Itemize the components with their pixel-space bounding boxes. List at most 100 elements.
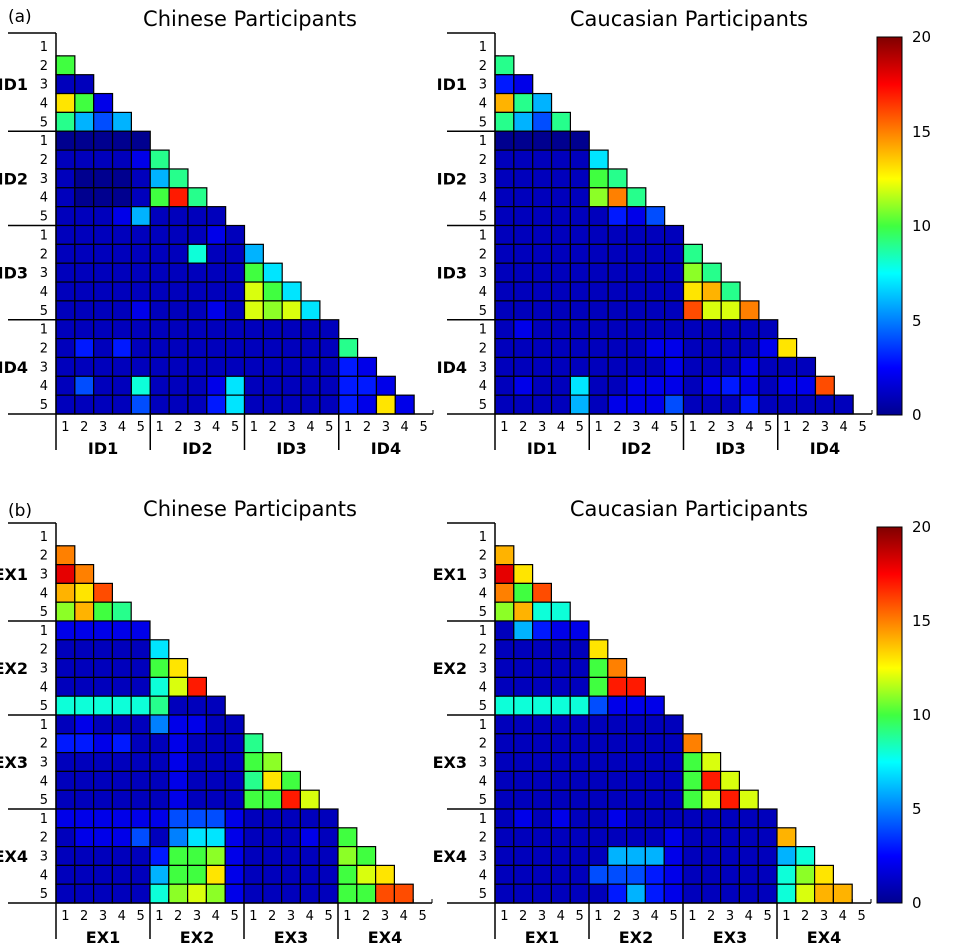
heatmap-cell-19-8 bbox=[626, 375, 647, 396]
y-tick-label: 1 bbox=[479, 530, 487, 545]
heatmap-cell-20-8 bbox=[187, 883, 208, 904]
y-tick-label: 4 bbox=[479, 680, 487, 695]
heatmap-cell-20-1 bbox=[494, 394, 515, 415]
heatmap-cell-6-3 bbox=[93, 130, 114, 151]
heatmap-cell-6-1 bbox=[55, 620, 76, 641]
heatmap-cell-15-4 bbox=[111, 300, 133, 321]
x-group-label: ID2 bbox=[621, 439, 651, 458]
heatmap-cell-12-11 bbox=[682, 733, 703, 754]
heatmap-cell-13-11 bbox=[682, 262, 703, 283]
heatmap-cell-8-6 bbox=[149, 168, 170, 189]
x-group-label: EX2 bbox=[619, 928, 653, 947]
heatmap-cell-15-14 bbox=[299, 789, 320, 810]
heatmap-cell-20-13 bbox=[719, 883, 740, 904]
heatmap-cell-11-10 bbox=[663, 714, 684, 735]
heatmap-cell-17-12 bbox=[262, 827, 283, 848]
heatmap-cell-12-4 bbox=[111, 243, 133, 264]
heatmap-cell-5-1 bbox=[494, 601, 515, 622]
heatmap-cell-11-10 bbox=[224, 714, 245, 735]
heatmap-cell-17-7 bbox=[168, 338, 189, 359]
heatmap-cell-11-5 bbox=[130, 714, 151, 735]
heatmap-cell-10-1 bbox=[494, 695, 515, 716]
heatmap-cell-14-12 bbox=[701, 770, 722, 791]
heatmap-cell-20-5 bbox=[130, 394, 151, 415]
heatmap-cell-19-2 bbox=[513, 864, 534, 885]
heatmap-cell-20-5 bbox=[130, 883, 151, 904]
heatmap-cell-18-8 bbox=[187, 356, 208, 377]
heatmap-cell-18-4 bbox=[111, 356, 133, 377]
heatmap-cell-19-18 bbox=[375, 375, 396, 396]
heatmap-cell-17-14 bbox=[299, 827, 320, 848]
heatmap-cell-20-14 bbox=[299, 883, 320, 904]
heatmap-cell-13-4 bbox=[111, 751, 132, 772]
heatmap-cell-17-2 bbox=[74, 338, 95, 359]
heatmap-cell-19-14 bbox=[738, 864, 759, 885]
heatmap-cell-17-6 bbox=[149, 827, 170, 848]
heatmap-cell-14-7 bbox=[168, 770, 189, 791]
heatmap-cell-18-5 bbox=[569, 845, 590, 866]
heatmap-cell-20-18 bbox=[375, 883, 396, 904]
heatmap-cell-20-7 bbox=[168, 394, 189, 415]
x-tick-label: 1 bbox=[61, 909, 69, 924]
y-group-label: ID2 bbox=[0, 169, 28, 188]
heatmap-cell-13-5 bbox=[130, 262, 151, 283]
y-tick-label: 5 bbox=[40, 605, 48, 620]
heatmap-cell-15-8 bbox=[187, 789, 208, 810]
heatmap-cell-18-1 bbox=[55, 845, 76, 866]
heatmap-cell-19-15 bbox=[757, 864, 778, 885]
heatmap-cell-12-9 bbox=[205, 733, 226, 754]
heatmap-cell-19-9 bbox=[644, 864, 665, 885]
heatmap-cell-15-1 bbox=[55, 300, 76, 321]
heatmap-cell-9-8 bbox=[625, 676, 646, 697]
x-tick-label: 4 bbox=[118, 420, 126, 435]
heatmap-cell-16-5 bbox=[569, 808, 590, 829]
y-tick-label: 2 bbox=[40, 342, 48, 357]
heatmap-cell-3-2 bbox=[74, 563, 95, 584]
heatmap-cell-17-2 bbox=[513, 338, 534, 359]
heatmap-cell-19-15 bbox=[318, 864, 339, 885]
heatmap-cell-19-3 bbox=[92, 864, 113, 885]
heatmap-cell-18-13 bbox=[720, 356, 741, 377]
heatmap-cell-7-2 bbox=[74, 149, 95, 170]
heatmap-cell-5-1 bbox=[55, 111, 76, 132]
heatmap-cell-19-14 bbox=[300, 375, 321, 396]
x-tick-label: 5 bbox=[418, 909, 426, 924]
x-tick-label: 2 bbox=[707, 909, 715, 924]
heatmap-cell-5-4 bbox=[550, 111, 571, 132]
x-tick-label: 2 bbox=[174, 420, 182, 435]
heatmap-cell-17-16 bbox=[337, 827, 358, 848]
heatmap-cell-17-14 bbox=[738, 827, 759, 848]
y-tick-label: 3 bbox=[479, 78, 487, 93]
heatmap-cell-18-7 bbox=[168, 845, 189, 866]
x-tick-label: 3 bbox=[821, 420, 829, 435]
heatmap-cell-10-8 bbox=[626, 206, 647, 227]
heatmap-cell-19-12 bbox=[701, 864, 722, 885]
y-group-label: ID4 bbox=[437, 358, 467, 377]
heatmap-cell-18-3 bbox=[92, 845, 113, 866]
heatmap-cell-20-15 bbox=[319, 394, 340, 415]
heatmap-cell-14-8 bbox=[626, 281, 647, 302]
heatmap-cell-14-9 bbox=[206, 281, 227, 302]
x-tick-label: 5 bbox=[325, 420, 333, 435]
heatmap-cell-12-5 bbox=[130, 243, 151, 264]
heatmap-cell-10-2 bbox=[74, 206, 95, 227]
heatmap-cell-15-1 bbox=[494, 300, 515, 321]
heatmap-b-caucasian: 1122334455112233445511223344551122334455… bbox=[433, 522, 872, 947]
heatmap-cell-8-6 bbox=[588, 168, 609, 189]
heatmap-cell-7-5 bbox=[569, 639, 590, 660]
heatmap-cell-20-18 bbox=[375, 394, 396, 415]
heatmap-cell-13-1 bbox=[494, 262, 515, 283]
heatmap-cell-4-1 bbox=[494, 582, 515, 603]
y-tick-label: 2 bbox=[479, 831, 487, 846]
heatmap-cell-20-17 bbox=[357, 394, 378, 415]
heatmap-cell-8-1 bbox=[55, 657, 76, 678]
x-tick-label: 3 bbox=[381, 909, 389, 924]
heatmap-cell-7-4 bbox=[550, 639, 571, 660]
heatmap-cell-9-5 bbox=[130, 187, 151, 208]
x-tick-label: 4 bbox=[840, 420, 848, 435]
heatmap-cell-16-1 bbox=[494, 319, 515, 340]
heatmap-cell-7-2 bbox=[513, 149, 534, 170]
y-tick-label: 2 bbox=[40, 643, 48, 658]
heatmap-cell-19-17 bbox=[795, 375, 817, 396]
heatmap-cell-13-2 bbox=[74, 751, 95, 772]
